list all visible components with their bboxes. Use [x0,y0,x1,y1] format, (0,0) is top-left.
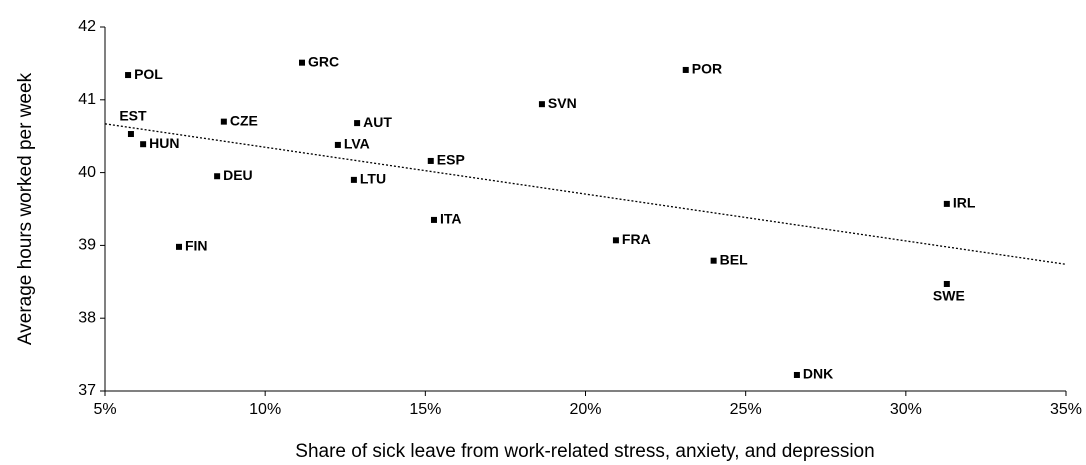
point-label: LTU [360,171,386,187]
point-label: SVN [548,95,577,111]
point-label: GRC [308,53,339,69]
point-label: POR [692,61,722,77]
point-label: ESP [437,152,465,168]
point-label: EST [119,108,147,124]
point [350,176,357,183]
x-tick-label: 25% [730,401,762,418]
point [127,131,134,138]
point [793,371,800,378]
y-tick-label: 39 [78,237,96,254]
point-label: IRL [953,195,976,211]
point [710,257,717,264]
y-axis-title: Average hours worked per week [15,72,36,345]
point-label: SWE [933,288,965,304]
point [682,66,689,73]
point [943,200,950,207]
x-tick-label: 10% [249,401,281,418]
x-axis-title: Share of sick leave from work-related st… [295,441,874,462]
point-label: DEU [223,167,253,183]
point [175,243,182,250]
point [299,59,306,66]
x-tick-label: 5% [93,401,116,418]
point [354,120,361,127]
x-tick-label: 15% [409,401,441,418]
point [538,101,545,108]
point-label: FIN [185,238,208,254]
point [427,157,434,164]
x-tick-label: 35% [1050,401,1082,418]
point-label: AUT [363,114,392,130]
point [612,237,619,244]
y-tick-label: 37 [78,382,96,399]
trendline [104,123,1067,265]
point [140,141,147,148]
point [214,173,221,180]
point [220,118,227,125]
point-label: BEL [720,251,748,267]
point [943,280,950,287]
x-tick-label: 30% [890,401,922,418]
point-label: DNK [803,366,833,382]
point-label: HUN [149,135,179,151]
point-label: POL [134,66,163,82]
point [430,216,437,223]
y-tick-label: 40 [78,164,96,181]
y-tick-label: 42 [78,18,96,35]
point-label: FRA [622,231,651,247]
y-tick-label: 41 [78,91,96,108]
y-tick-label: 38 [78,309,96,326]
point-label: LVA [344,136,370,152]
x-tick-label: 20% [569,401,601,418]
point [125,72,132,79]
point-label: CZE [230,112,258,128]
point-label: ITA [440,211,462,227]
point [334,141,341,148]
